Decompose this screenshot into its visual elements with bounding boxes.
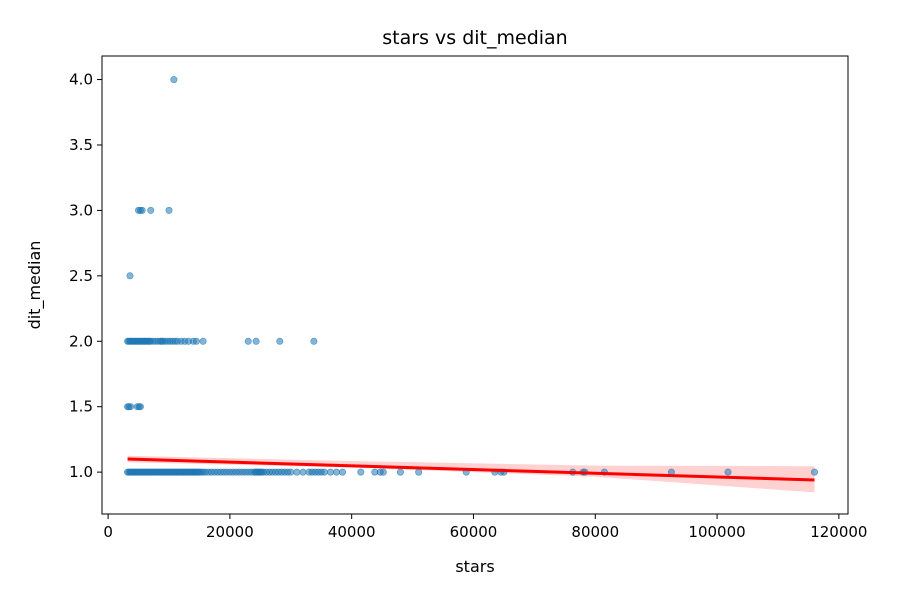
- x-tick-label: 60000: [450, 523, 498, 541]
- x-axis-label: stars: [455, 557, 494, 576]
- y-tick-label: 2.0: [69, 332, 93, 350]
- data-point: [138, 206, 146, 214]
- data-point: [326, 468, 334, 476]
- regression-line: [127, 457, 815, 482]
- x-tick-label: 80000: [571, 523, 619, 541]
- axes-frame: [101, 55, 849, 515]
- data-point: [276, 337, 284, 345]
- data-point: [244, 337, 252, 345]
- y-tick-label: 4.0: [69, 71, 93, 89]
- data-point: [415, 468, 423, 476]
- data-point: [170, 76, 178, 84]
- data-point: [126, 272, 134, 280]
- plot-area: [101, 55, 849, 515]
- regression-line-layer: [127, 457, 815, 482]
- data-point: [136, 403, 144, 411]
- data-point: [299, 468, 307, 476]
- data-point: [724, 468, 732, 476]
- data-point: [192, 337, 200, 345]
- x-tick-label: 20000: [206, 523, 254, 541]
- x-tick-label: 120000: [810, 523, 867, 541]
- data-point: [293, 468, 301, 476]
- data-point: [332, 468, 340, 476]
- data-point: [252, 337, 260, 345]
- chart-title: stars vs dit_median: [382, 27, 567, 49]
- y-axis: 1.0 1.5 2.0 2.5 3.0 3.5 4.0: [69, 71, 102, 481]
- data-point: [357, 468, 365, 476]
- x-axis: 0 20000 40000 60000 80000 100000 120000: [103, 514, 867, 541]
- y-tick-label: 3.0: [69, 201, 93, 219]
- axes-background: [102, 56, 848, 514]
- data-point: [396, 468, 404, 476]
- x-tick-label: 0: [103, 523, 113, 541]
- data-point: [199, 337, 207, 345]
- x-tick-label: 100000: [688, 523, 745, 541]
- data-point: [320, 468, 328, 476]
- y-tick-label: 3.5: [69, 136, 93, 154]
- data-point: [127, 403, 135, 411]
- data-point: [338, 468, 346, 476]
- x-tick-label: 40000: [328, 523, 376, 541]
- data-point: [287, 468, 295, 476]
- data-point: [165, 206, 173, 214]
- y-tick-label: 1.5: [69, 398, 93, 416]
- points-layer: [124, 76, 818, 476]
- y-tick-label: 1.0: [69, 463, 93, 481]
- data-point: [147, 206, 155, 214]
- data-point: [379, 468, 387, 476]
- y-axis-label: dit_median: [25, 241, 45, 330]
- y-tick-label: 2.5: [69, 267, 93, 285]
- data-point: [810, 468, 818, 476]
- data-point: [310, 337, 318, 345]
